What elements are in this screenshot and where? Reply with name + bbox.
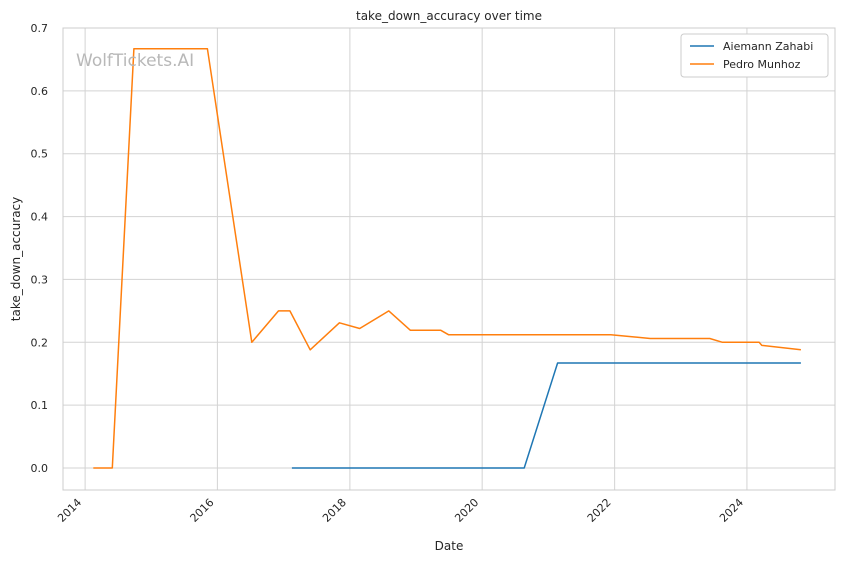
- y-tick-label: 0.1: [31, 399, 49, 412]
- y-tick-label: 0.4: [31, 211, 49, 224]
- x-tick-label: 2014: [55, 496, 84, 525]
- grid: [63, 27, 835, 490]
- chart-title: take_down_accuracy over time: [356, 9, 542, 23]
- legend-box: [680, 33, 829, 78]
- x-axis-label: Date: [435, 539, 464, 553]
- legend-label: Pedro Munhoz: [723, 58, 801, 71]
- x-tick-label: 2016: [188, 496, 217, 525]
- y-tick-label: 0.5: [31, 148, 49, 161]
- x-tick-label: 2022: [585, 496, 614, 525]
- y-tick-label: 0.0: [31, 462, 49, 475]
- legend-label: Aiemann Zahabi: [723, 40, 813, 53]
- series-line-0: [291, 362, 801, 469]
- y-tick-labels: 0.0 0.1 0.2 0.3 0.4 0.5 0.6 0.7: [31, 22, 49, 475]
- y-tick-label: 0.6: [31, 85, 49, 98]
- x-tick-label: 2018: [320, 496, 349, 525]
- series-lines: [93, 47, 801, 469]
- x-tick-label: 2024: [717, 496, 746, 525]
- series-line-1: [93, 47, 801, 469]
- legend: Aiemann Zahabi Pedro Munhoz: [680, 33, 829, 78]
- y-axis-label: take_down_accuracy: [9, 197, 23, 321]
- x-tick-label: 2020: [452, 496, 481, 525]
- y-tick-label: 0.2: [31, 336, 49, 349]
- watermark: WolfTickets.AI: [76, 51, 194, 71]
- x-tick-labels: 2014 2016 2018 2020 2022 2024: [55, 496, 746, 525]
- y-tick-label: 0.7: [31, 22, 49, 35]
- plot-frame: [62, 27, 836, 491]
- y-tick-label: 0.3: [31, 273, 49, 286]
